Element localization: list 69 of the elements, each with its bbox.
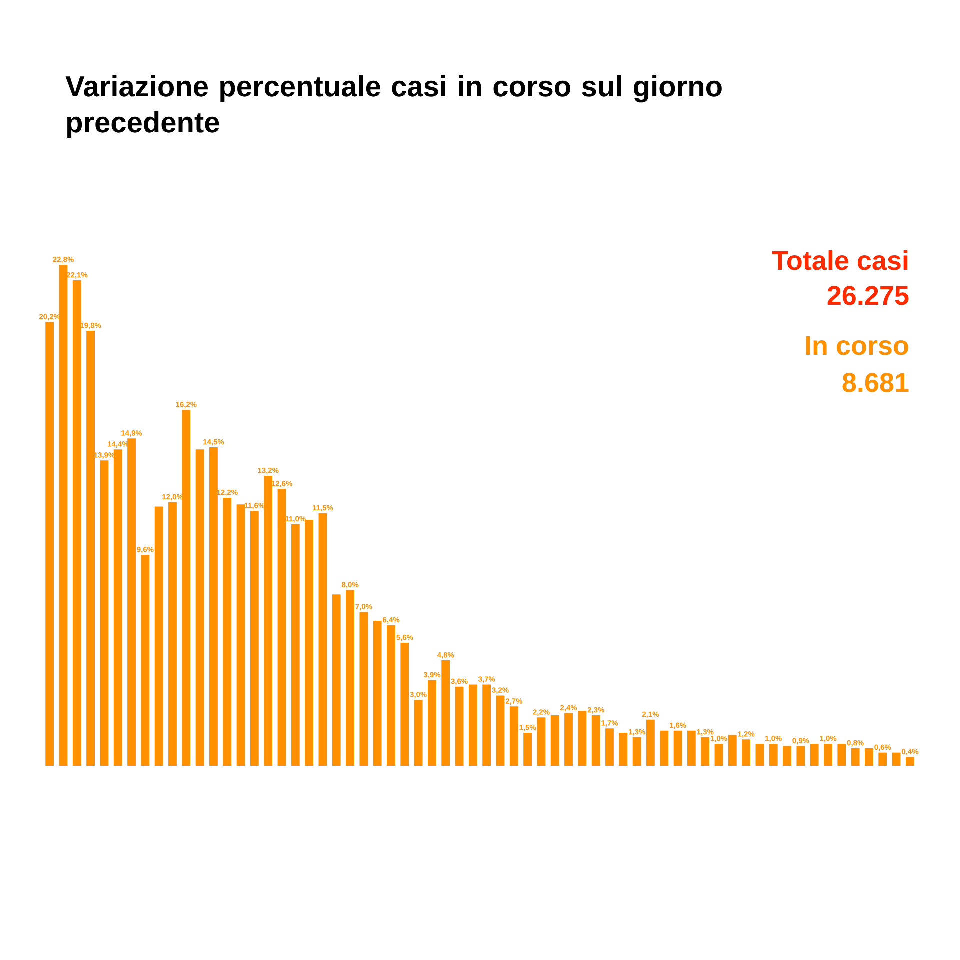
bar	[72, 280, 82, 766]
annotation: Totale casi	[772, 250, 908, 270]
bar	[414, 700, 423, 766]
bar	[373, 621, 382, 766]
bar	[783, 746, 792, 766]
bar	[387, 625, 396, 766]
bar	[141, 555, 150, 766]
bar	[455, 686, 464, 766]
bar	[878, 752, 888, 766]
bar	[100, 460, 109, 766]
bar	[250, 511, 259, 766]
bar	[510, 706, 518, 766]
bar	[537, 718, 546, 766]
bar	[674, 730, 682, 766]
bar	[838, 744, 846, 766]
bar	[128, 438, 136, 766]
bar	[714, 744, 724, 766]
bar	[305, 520, 314, 766]
bar	[318, 513, 328, 766]
bar	[196, 450, 204, 766]
bar	[332, 594, 341, 766]
bar	[168, 502, 177, 766]
chart-title: Variazione percentuale casi in corso sul giorno precedente	[66, 76, 722, 139]
bar	[851, 748, 860, 766]
bar	[564, 713, 573, 766]
bar	[756, 744, 764, 766]
bar	[592, 715, 600, 766]
bar	[468, 684, 478, 766]
bar	[810, 744, 819, 766]
bar	[660, 730, 669, 766]
bar	[906, 757, 914, 766]
bar	[524, 733, 532, 766]
bar	[728, 735, 737, 766]
bar	[550, 715, 560, 766]
bar	[796, 746, 806, 766]
bar	[701, 737, 710, 766]
bar	[291, 524, 300, 766]
bar	[400, 642, 410, 766]
bar	[182, 410, 191, 766]
bar	[46, 322, 54, 766]
bar	[428, 680, 436, 766]
bar	[496, 696, 505, 766]
bar	[742, 740, 751, 766]
bar	[482, 684, 492, 766]
bar	[210, 447, 218, 766]
bar	[236, 504, 246, 766]
bar	[769, 744, 778, 766]
annotation: In corso	[806, 336, 908, 356]
bar	[278, 489, 286, 766]
annotation: 8.681	[842, 373, 909, 392]
bar	[619, 733, 628, 766]
bar	[865, 748, 874, 766]
bar	[360, 612, 368, 766]
bar	[687, 730, 696, 766]
bar	[59, 265, 68, 766]
bar	[346, 590, 354, 766]
bar	[824, 744, 832, 766]
bar	[892, 752, 901, 766]
bar	[606, 728, 614, 766]
bar	[223, 498, 232, 766]
bar	[646, 720, 655, 766]
bar	[578, 711, 587, 766]
bar	[442, 660, 450, 766]
bar	[632, 737, 642, 766]
annotation: 26.275	[828, 286, 909, 306]
bar	[114, 450, 122, 766]
bar	[154, 506, 164, 766]
bar	[264, 476, 273, 766]
bar	[86, 331, 95, 766]
